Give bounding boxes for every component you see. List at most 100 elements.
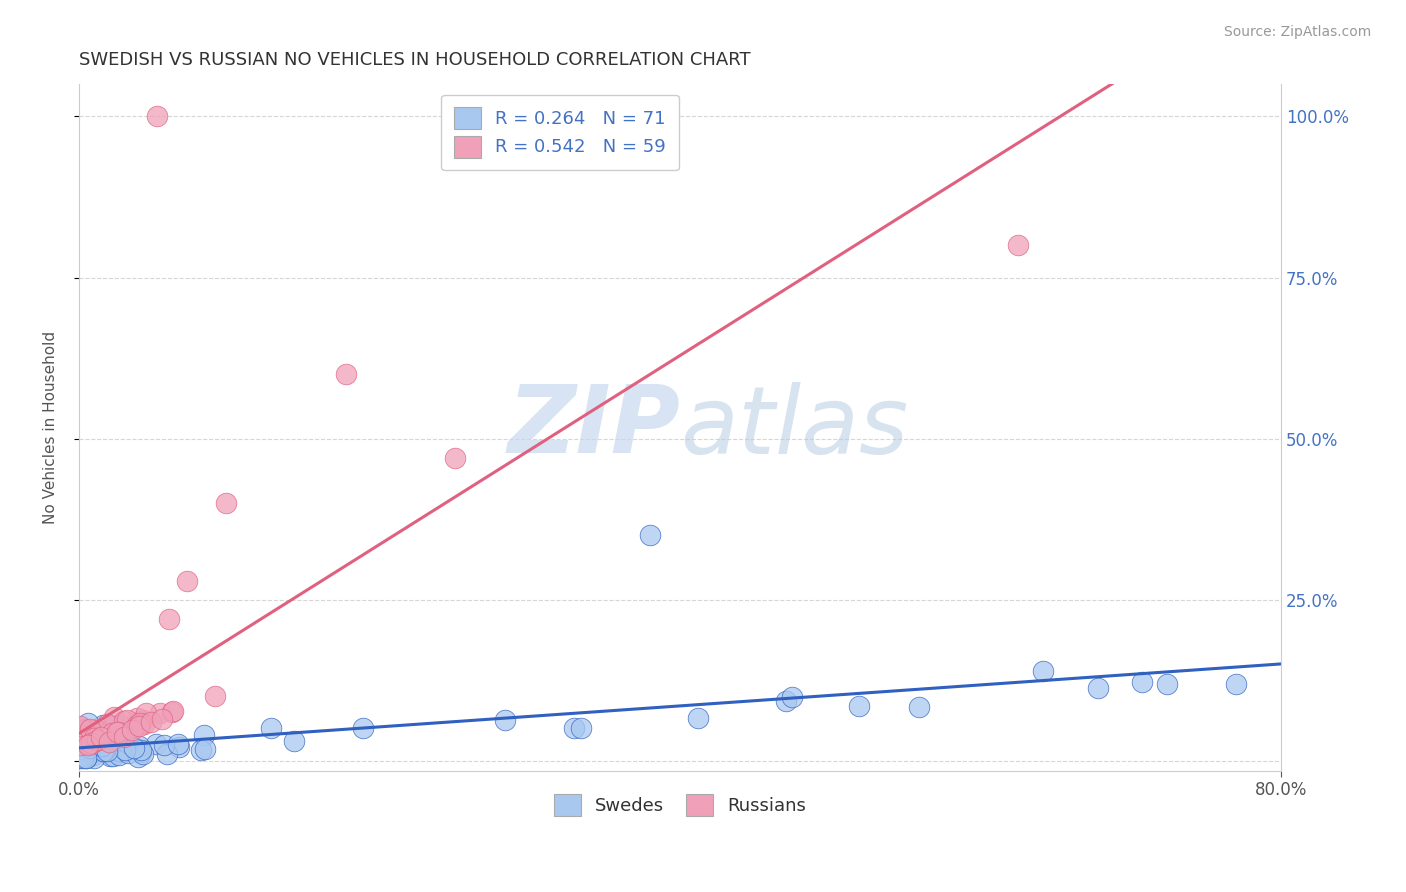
Point (70, 732, 93, 747)
Point (128, 718, 150, 732)
Point (131, 743, 153, 757)
Point (335, 368, 357, 382)
Point (77, 737, 100, 751)
Point (107, 725, 129, 739)
Point (83, 731, 105, 745)
Text: SWEDISH VS RUSSIAN NO VEHICLES IN HOUSEHOLD CORRELATION CHART: SWEDISH VS RUSSIAN NO VEHICLES IN HOUSEH… (79, 51, 751, 69)
Point (152, 739, 174, 753)
Point (96, 744, 118, 758)
Point (162, 705, 184, 719)
Point (128, 716, 150, 731)
Point (94, 725, 117, 739)
Point (101, 726, 124, 740)
Point (112, 714, 135, 728)
Point (117, 734, 139, 748)
Point (146, 109, 169, 123)
Point (86, 733, 108, 747)
Point (1087, 681, 1109, 695)
Point (107, 743, 129, 757)
Point (1225, 677, 1247, 691)
Point (127, 749, 149, 764)
Point (69, 728, 91, 742)
Point (91, 718, 114, 732)
Point (69, 719, 91, 733)
Point (150, 712, 173, 726)
Point (149, 706, 172, 720)
Point (176, 574, 198, 588)
Y-axis label: No Vehicles in Household: No Vehicles in Household (44, 331, 58, 524)
Point (283, 734, 305, 748)
Text: ZIP: ZIP (508, 382, 681, 474)
Point (780, 690, 803, 704)
Point (1032, 664, 1054, 678)
Point (83, 723, 105, 737)
Point (352, 721, 374, 735)
Point (75, 728, 97, 742)
Point (132, 717, 155, 731)
Point (72, 751, 94, 765)
Point (91, 744, 114, 758)
Point (70, 741, 93, 756)
Point (82, 731, 104, 746)
Point (94, 723, 117, 738)
Point (569, 722, 592, 736)
Point (105, 725, 128, 739)
Point (93, 744, 115, 758)
Text: atlas: atlas (681, 382, 908, 473)
Point (73, 722, 96, 736)
Point (107, 734, 129, 748)
Point (128, 714, 150, 729)
Point (80, 736, 103, 750)
Point (443, 450, 465, 465)
Point (494, 713, 516, 727)
Point (82, 733, 104, 747)
Point (83, 751, 105, 765)
Point (107, 717, 129, 731)
Point (215, 496, 238, 510)
Point (160, 705, 183, 719)
Point (75, 723, 97, 738)
Point (907, 699, 929, 714)
Point (86, 729, 108, 743)
Point (69, 738, 91, 752)
Point (110, 724, 132, 739)
Point (69, 750, 91, 764)
Point (157, 612, 180, 626)
Point (75, 751, 97, 765)
Point (125, 717, 148, 731)
Point (117, 736, 139, 750)
Point (103, 710, 125, 724)
Point (775, 694, 797, 708)
Point (145, 737, 167, 751)
Point (1007, 238, 1029, 252)
Point (167, 737, 190, 751)
Point (688, 710, 710, 724)
Point (77, 716, 100, 731)
Point (91, 739, 114, 754)
Point (101, 729, 124, 743)
Point (115, 729, 138, 743)
Point (108, 748, 131, 763)
Point (125, 710, 148, 724)
Point (1156, 677, 1178, 691)
Point (77, 731, 100, 746)
Point (120, 722, 142, 736)
Point (135, 706, 157, 721)
Point (121, 723, 143, 737)
Point (193, 741, 215, 756)
Point (77, 734, 100, 748)
Point (117, 746, 139, 760)
Point (98, 734, 121, 748)
Point (69, 731, 91, 745)
Point (82, 747, 104, 762)
Point (69, 751, 91, 765)
Point (76, 745, 98, 759)
Point (638, 528, 661, 542)
Point (1130, 674, 1153, 689)
Point (190, 743, 212, 757)
Point (132, 747, 155, 761)
Point (72, 748, 94, 763)
Point (79, 723, 101, 737)
Point (79, 741, 101, 756)
Point (193, 728, 215, 742)
